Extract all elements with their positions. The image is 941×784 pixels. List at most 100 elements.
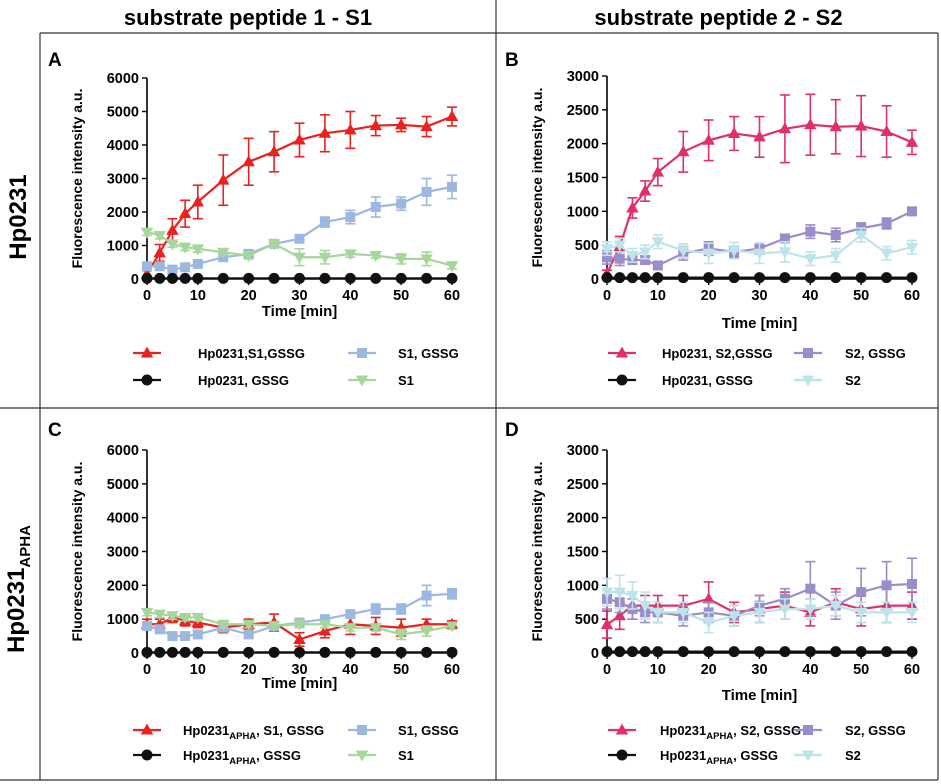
legend-item: S1, GSSG xyxy=(348,346,459,361)
data-point xyxy=(830,230,841,241)
legend-label-subscript: APHA xyxy=(706,731,733,742)
legend-label-text: Hp0231,S1,GSSG xyxy=(198,346,305,361)
data-point xyxy=(754,646,765,658)
data-point xyxy=(396,604,407,615)
panel-c: C 0 1000 2000 3000 4000 5000 6000 0 10 20 30 40 50 60 T… xyxy=(48,420,460,767)
data-point xyxy=(242,155,255,167)
data-point xyxy=(141,272,153,284)
y-tick-label: 2000 xyxy=(567,137,599,153)
data-point xyxy=(344,272,356,284)
data-point xyxy=(703,646,715,658)
data-point xyxy=(394,118,408,130)
data-point xyxy=(420,626,433,638)
x-tick-label: 10 xyxy=(650,288,666,304)
data-point xyxy=(905,607,919,619)
data-point xyxy=(626,590,639,602)
y-tick-label: 0 xyxy=(131,646,139,662)
data-point xyxy=(394,629,408,641)
data-point xyxy=(778,599,792,611)
legend-marker xyxy=(615,723,629,735)
legend: Hp0231APHA, S1, GSSG S1, GSSGHp0231APHA, … xyxy=(133,723,459,767)
data-point xyxy=(855,646,867,658)
data-point xyxy=(626,272,638,284)
data-point xyxy=(600,618,614,630)
data-point xyxy=(179,646,191,658)
data-point xyxy=(243,629,254,640)
data-point xyxy=(829,595,842,607)
data-point xyxy=(142,261,152,272)
data-point xyxy=(217,272,229,284)
data-point xyxy=(880,124,893,136)
data-point xyxy=(140,617,154,629)
y-tick-label: 6000 xyxy=(107,443,139,459)
data-point xyxy=(829,120,842,132)
legend-label-text: Hp0231 xyxy=(183,748,229,763)
data-point xyxy=(677,599,690,611)
legend-item: Hp0231, S2,GSSG xyxy=(608,346,773,361)
legend-item: S1 xyxy=(348,373,414,388)
data-point xyxy=(178,207,192,219)
legend-marker xyxy=(615,346,629,358)
data-point xyxy=(191,244,205,256)
legend: Hp0231, S2,GSSG S2, GSSG Hp0231, GSSG S2 xyxy=(608,346,906,388)
x-tick-label: 0 xyxy=(603,288,611,304)
x-tick-label: 0 xyxy=(603,662,611,678)
data-point xyxy=(703,607,714,618)
data-point xyxy=(753,130,766,142)
y-axis-label: Fluorescence intensity a.u. xyxy=(69,89,85,269)
data-point xyxy=(854,119,868,131)
data-point xyxy=(754,600,765,611)
legend-marker xyxy=(801,750,815,762)
legend-label-subscript: APHA xyxy=(706,756,733,767)
data-point xyxy=(728,272,740,284)
y-tick-label: 5000 xyxy=(107,105,139,121)
series-line xyxy=(147,185,453,271)
data-point xyxy=(293,252,306,264)
data-point xyxy=(854,607,868,619)
series-line xyxy=(146,231,453,267)
series-line xyxy=(606,582,913,617)
legend-item: S2 xyxy=(794,748,861,763)
data-point xyxy=(638,184,652,196)
data-point xyxy=(651,237,665,249)
panel-a: A 0 1000 2000 3000 4000 5000 6000 0 10 20 30 40 50 60 T… xyxy=(48,50,460,388)
series-1 xyxy=(142,174,457,275)
data-point xyxy=(614,253,625,264)
y-tick-label: 4000 xyxy=(107,138,139,154)
row-label-hp0231: Hp0231 xyxy=(5,137,35,297)
data-point xyxy=(370,272,382,284)
data-point xyxy=(446,646,458,658)
data-point xyxy=(613,240,626,252)
legend-label: S1, GSSG xyxy=(398,346,459,361)
data-point xyxy=(242,251,255,263)
legend-marker xyxy=(616,374,628,386)
panel-letter: B xyxy=(505,50,519,71)
data-point xyxy=(639,646,651,658)
row-label-subscript: APHA xyxy=(16,525,34,568)
data-point xyxy=(142,620,152,631)
data-point xyxy=(626,646,638,658)
series-0 xyxy=(140,610,459,648)
legend-label: Hp0231,S1,GSSG xyxy=(198,346,305,361)
data-point xyxy=(729,610,740,621)
y-tick-label: 2000 xyxy=(107,578,139,594)
legend-marker xyxy=(616,749,628,761)
data-point xyxy=(805,226,816,237)
data-point xyxy=(267,239,281,251)
data-point xyxy=(166,239,179,251)
y-tick-label: 1000 xyxy=(567,578,599,594)
legend-item: Hp0231APHA, S2, GSSG xyxy=(608,723,801,742)
series-1 xyxy=(602,206,917,271)
data-point xyxy=(727,605,741,617)
data-point xyxy=(294,233,305,244)
data-point xyxy=(638,601,652,613)
data-point xyxy=(804,254,817,266)
data-point xyxy=(345,212,356,223)
x-tick-label: 30 xyxy=(291,288,307,304)
data-point xyxy=(345,609,356,620)
data-point xyxy=(294,617,305,628)
data-point xyxy=(652,260,663,271)
legend-item: S2, GSSG xyxy=(794,346,906,361)
y-tick-label: 2500 xyxy=(567,477,599,493)
